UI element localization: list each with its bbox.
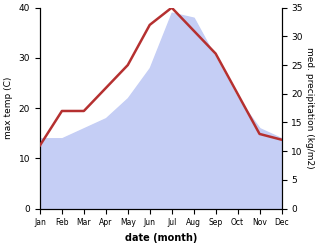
Y-axis label: med. precipitation (kg/m2): med. precipitation (kg/m2) (305, 47, 314, 169)
X-axis label: date (month): date (month) (125, 233, 197, 243)
Y-axis label: max temp (C): max temp (C) (4, 77, 13, 139)
